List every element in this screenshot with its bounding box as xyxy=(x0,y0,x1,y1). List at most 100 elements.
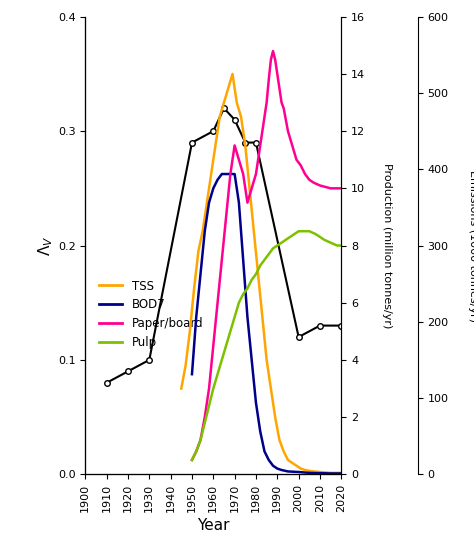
BOD7 xyxy=(274,465,280,472)
TSS xyxy=(281,448,287,455)
BOD7 xyxy=(219,171,225,177)
Pulp xyxy=(202,420,208,426)
Paper/board xyxy=(228,171,233,177)
TSS xyxy=(328,469,334,476)
BOD7 xyxy=(270,463,276,469)
BOD7 xyxy=(198,271,203,277)
Paper/board xyxy=(298,162,304,169)
Pulp xyxy=(253,271,259,277)
Paper/board xyxy=(307,176,312,183)
BOD7 xyxy=(215,176,220,183)
TSS xyxy=(179,385,184,392)
Paper/board xyxy=(317,182,323,189)
Paper/board xyxy=(279,99,284,106)
Paper/board xyxy=(189,456,195,463)
Paper/board xyxy=(193,448,199,455)
Pulp xyxy=(292,231,297,238)
TSS xyxy=(289,460,295,466)
TSS xyxy=(255,271,261,277)
Pulp xyxy=(313,231,319,238)
Paper/board xyxy=(328,185,334,192)
BOD7 xyxy=(206,199,212,206)
Pulp xyxy=(283,237,289,243)
BOD7 xyxy=(257,428,263,435)
BOD7 xyxy=(253,400,259,406)
Paper/board xyxy=(264,99,270,106)
TSS xyxy=(298,465,304,472)
TSS xyxy=(183,362,189,369)
Paper/board xyxy=(277,85,283,92)
BOD7 xyxy=(328,470,334,477)
Pulp xyxy=(266,251,272,257)
TSS xyxy=(196,248,201,254)
Paper/board xyxy=(262,113,267,120)
Paper/board xyxy=(240,171,246,177)
BOD7 xyxy=(228,171,233,177)
Line: Paper/board: Paper/board xyxy=(192,51,341,460)
BOD7 xyxy=(266,456,272,463)
TSS xyxy=(208,171,214,177)
Line: TSS: TSS xyxy=(182,74,341,473)
BOD7 xyxy=(223,171,229,177)
Paper/board xyxy=(202,414,208,421)
Paper/board xyxy=(274,71,280,78)
Pulp xyxy=(193,448,199,455)
Pulp xyxy=(223,342,229,349)
Paper/board xyxy=(268,56,274,63)
Pulp xyxy=(245,285,250,292)
Paper/board xyxy=(294,156,300,163)
Paper/board xyxy=(266,76,272,83)
TSS xyxy=(251,228,257,234)
BOD7 xyxy=(307,469,312,476)
BOD7 xyxy=(232,171,237,177)
Paper/board xyxy=(223,214,229,220)
Pulp xyxy=(279,239,284,246)
Pulp xyxy=(240,291,246,297)
Pulp xyxy=(338,242,344,249)
Pulp xyxy=(189,456,195,463)
Pulp xyxy=(296,228,301,234)
Paper/board xyxy=(289,142,295,149)
Pulp xyxy=(328,239,334,246)
BOD7 xyxy=(338,470,344,477)
X-axis label: Year: Year xyxy=(197,518,229,533)
TSS xyxy=(317,469,323,475)
TSS xyxy=(264,357,270,363)
Paper/board xyxy=(338,185,344,192)
Paper/board xyxy=(219,257,225,263)
Paper/board xyxy=(215,299,220,306)
Paper/board xyxy=(253,171,259,177)
Paper/board xyxy=(281,105,287,112)
Paper/board xyxy=(232,142,237,149)
BOD7 xyxy=(240,257,246,263)
TSS xyxy=(221,99,227,106)
TSS xyxy=(285,456,291,463)
TSS xyxy=(338,469,344,476)
Y-axis label: Emissions (1000 tonnes/yr): Emissions (1000 tonnes/yr) xyxy=(468,170,474,321)
TSS xyxy=(294,463,300,469)
TSS xyxy=(187,328,192,335)
Line: Pulp: Pulp xyxy=(192,231,341,460)
Pulp xyxy=(257,262,263,269)
Pulp xyxy=(219,357,225,363)
TSS xyxy=(268,385,274,392)
Paper/board xyxy=(245,199,250,206)
Pulp xyxy=(210,385,216,392)
TSS xyxy=(273,414,278,421)
BOD7 xyxy=(210,185,216,192)
Pulp xyxy=(307,228,312,234)
Pulp xyxy=(270,245,276,252)
BOD7 xyxy=(296,469,301,475)
Paper/board xyxy=(236,156,242,163)
Pulp xyxy=(334,242,340,249)
Pulp xyxy=(321,237,327,243)
Pulp xyxy=(249,277,255,283)
TSS xyxy=(204,199,210,206)
TSS xyxy=(277,436,283,443)
Y-axis label: Production (million tonnes/yr): Production (million tonnes/yr) xyxy=(382,163,392,328)
Pulp xyxy=(215,371,220,378)
BOD7 xyxy=(249,357,255,363)
Pulp xyxy=(317,234,323,240)
TSS xyxy=(226,85,231,92)
Line: BOD7: BOD7 xyxy=(192,174,341,473)
